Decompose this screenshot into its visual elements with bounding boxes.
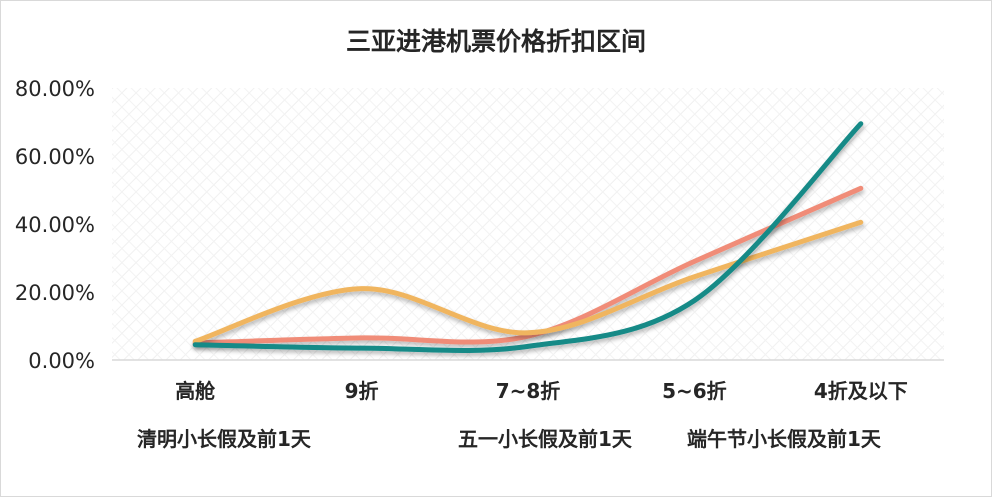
plot-area-overlay: [112, 88, 944, 360]
series-lines: [192, 121, 864, 354]
x-tick-label: 4折及以下: [814, 379, 908, 403]
legend: 清明小长假及前1天 五一小长假及前1天 端午节小长假及前1天: [74, 427, 882, 451]
legend-label: 清明小长假及前1天: [137, 427, 312, 451]
legend-label: 端午节小长假及前1天: [687, 427, 882, 451]
x-axis: 高舱 9折 7~8折 5~6折 4折及以下: [175, 379, 908, 403]
y-tick-label: 80.00%: [15, 77, 95, 101]
legend-label: 五一小长假及前1天: [458, 427, 633, 451]
y-axis: 0.00% 20.00% 40.00% 60.00% 80.00%: [15, 77, 95, 373]
y-tick-label: 0.00%: [28, 349, 95, 373]
chart-title: 三亚进港机票价格折扣区间: [346, 27, 646, 56]
x-tick-label: 5~6折: [662, 379, 727, 403]
x-tick-label: 9折: [345, 379, 379, 403]
x-tick-label: 7~8折: [496, 379, 561, 403]
series-line: [192, 121, 864, 354]
y-tick-label: 60.00%: [15, 145, 95, 169]
y-tick-label: 40.00%: [15, 213, 95, 237]
series-line: [192, 185, 864, 346]
x-tick-label: 高舱: [175, 379, 216, 403]
y-tick-label: 20.00%: [15, 281, 95, 305]
series-line: [192, 219, 864, 344]
